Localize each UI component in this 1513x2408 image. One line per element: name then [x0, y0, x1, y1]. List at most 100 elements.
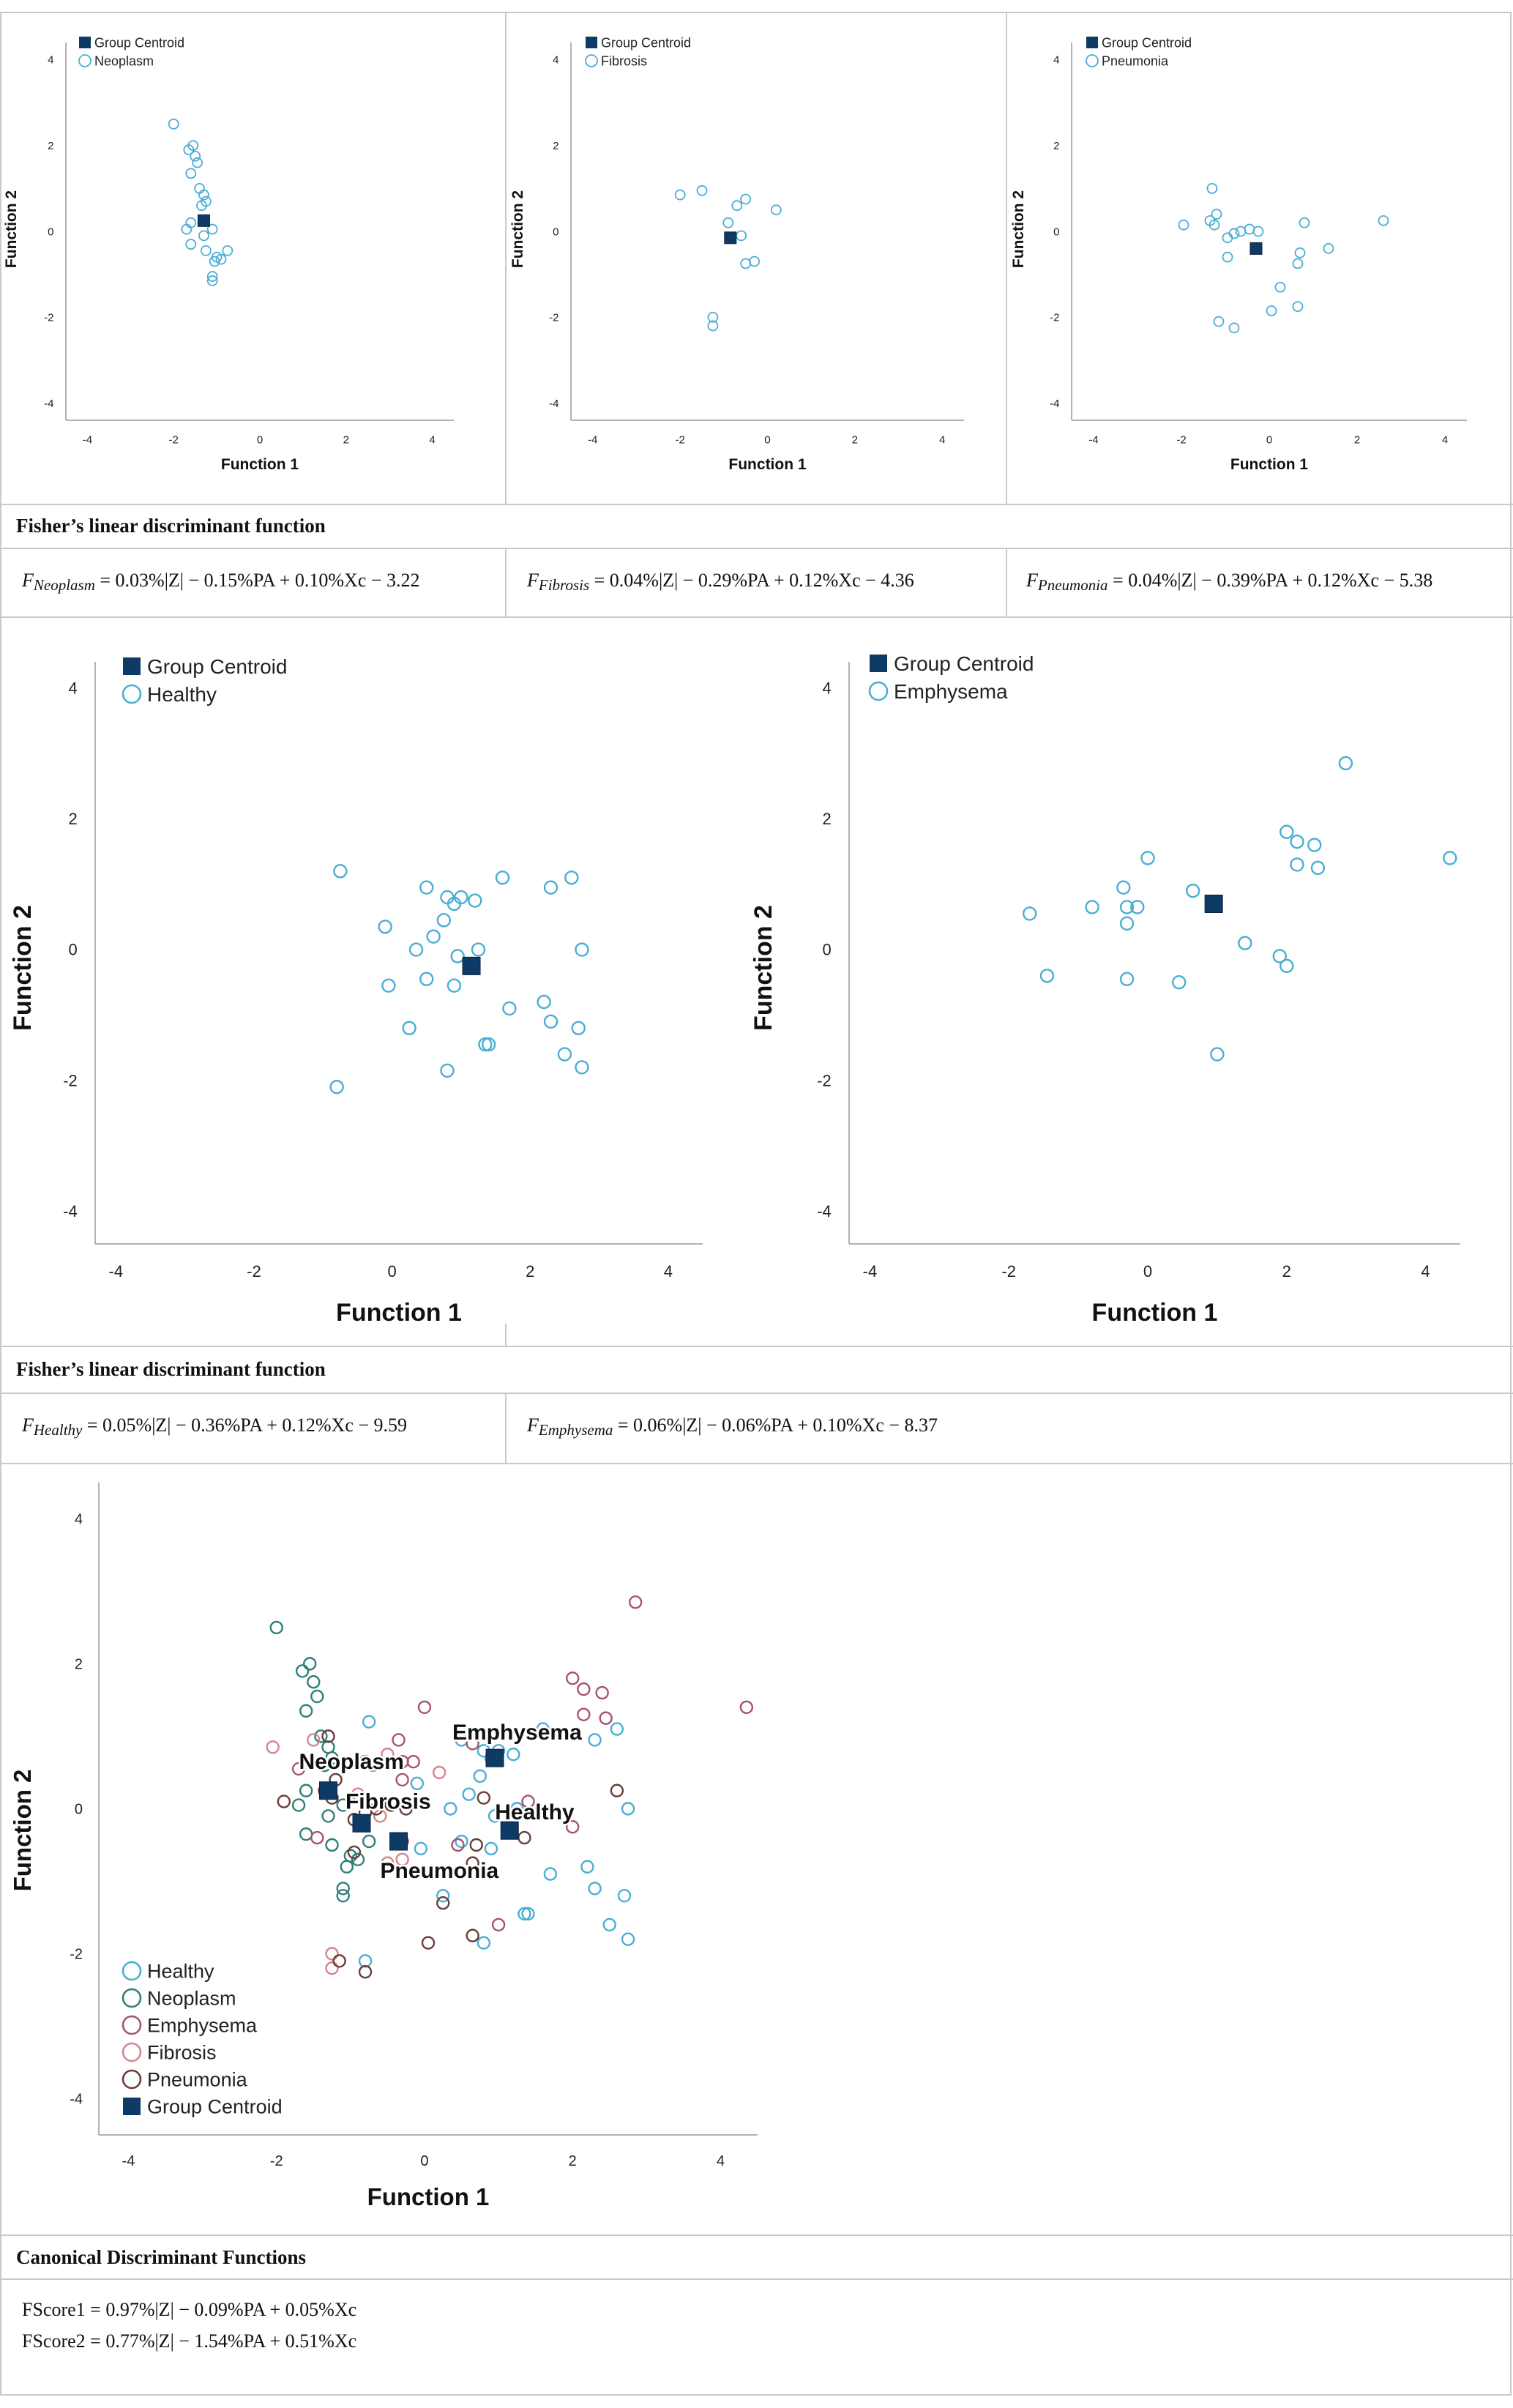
col-divider	[505, 1324, 507, 1346]
data-point-neoplasm	[299, 1704, 313, 1718]
y-tick-label: 4	[69, 679, 78, 697]
legend-swatch-group-centroid	[123, 2098, 141, 2115]
data-point-healthy	[462, 1787, 476, 1801]
legend-label-neoplasm: Neoplasm	[94, 53, 154, 68]
data-point-emphysema	[565, 1671, 580, 1685]
x-tick-label: 4	[1442, 434, 1448, 447]
data-point-neoplasm	[206, 223, 218, 235]
data-point-emphysema	[291, 1762, 306, 1776]
legend-label-group-centroid: Group Centroid	[94, 35, 184, 50]
data-point-healthy	[557, 1047, 572, 1062]
data-point-emphysema	[1023, 906, 1037, 921]
data-point-neoplasm	[303, 1657, 317, 1671]
data-point-fibrosis	[674, 189, 686, 201]
x-tick-label: -2	[270, 2153, 283, 2169]
data-point-fibrosis	[771, 204, 782, 216]
legend-swatch-neoplasm	[78, 54, 91, 67]
data-point-neoplasm	[336, 1798, 350, 1812]
data-point-pneumonia	[1244, 223, 1255, 235]
data-point-healthy	[502, 1001, 517, 1016]
y-axis-title: Function 2	[509, 190, 526, 268]
data-point-emphysema	[1279, 958, 1294, 974]
data-point-fibrosis	[707, 320, 719, 332]
data-point-emphysema	[1272, 949, 1287, 963]
row-divider	[0, 2278, 1513, 2280]
data-point-emphysema	[395, 1773, 409, 1787]
data-point-healthy	[447, 896, 462, 912]
chart-combined: -4 -2 0 2 4 -4 -2 0 2 4 Function 1 Function 2 Neopla…	[9, 1483, 758, 2210]
data-point-neoplasm	[336, 1882, 350, 1896]
data-point-neoplasm	[299, 1827, 313, 1841]
data-point-emphysema	[1085, 900, 1099, 914]
data-point-healthy	[378, 920, 392, 934]
data-point-neoplasm	[222, 245, 234, 256]
data-point-emphysema	[1185, 883, 1200, 898]
data-point-emphysema	[310, 1830, 324, 1845]
data-point-pneumonia	[1252, 225, 1264, 237]
legend-label-group-centroid: Group Centroid	[601, 35, 691, 50]
data-point-neoplasm	[351, 1852, 365, 1866]
data-point-pneumonia	[1228, 228, 1240, 239]
data-point-fibrosis	[266, 1740, 280, 1754]
data-point-emphysema	[1279, 824, 1294, 839]
data-point-neoplasm	[295, 1664, 310, 1678]
legend-label-emphysema: Emphysema	[894, 680, 1008, 703]
equation-fscore2: FScore2 = 0.77%|Z| − 1.54%PA + 0.51%Xc	[22, 2330, 357, 2352]
group-centroid-healthy	[462, 956, 481, 975]
data-point-neoplasm	[198, 230, 209, 242]
data-point-emphysema	[1116, 880, 1131, 895]
data-point-healthy	[588, 1733, 602, 1747]
data-point-emphysema	[1119, 916, 1135, 931]
data-point-healthy	[419, 880, 434, 895]
equation-fibrosis: FFibrosis = 0.04%|Z| − 0.29%PA + 0.12%Xc…	[527, 570, 914, 594]
centroid-label-healthy: Healthy	[495, 1800, 575, 1824]
x-tick-label: 2	[852, 434, 858, 447]
data-point-emphysema	[739, 1700, 754, 1715]
data-point-healthy	[381, 978, 396, 993]
equation-neoplasm: FNeoplasm = 0.03%|Z| − 0.15%PA + 0.10%Xc…	[22, 570, 420, 594]
data-point-healthy	[487, 1809, 502, 1823]
y-tick-label: 2	[823, 810, 832, 828]
x-tick-label: 0	[764, 434, 770, 447]
y-tick-label: 4	[48, 54, 53, 67]
data-point-fibrosis	[707, 311, 719, 323]
data-point-emphysema	[358, 1754, 373, 1769]
data-point-emphysema	[392, 1733, 406, 1747]
data-point-healthy	[518, 1906, 531, 1921]
data-point-emphysema	[406, 1754, 420, 1769]
data-point-healthy	[436, 913, 452, 928]
data-point-emphysema	[521, 1794, 535, 1808]
data-point-emphysema	[1290, 834, 1304, 849]
row-divider	[0, 504, 1513, 505]
data-point-healthy	[543, 1867, 558, 1881]
y-tick-label: -4	[44, 398, 53, 410]
data-point-healthy	[588, 1882, 602, 1896]
legend-swatch-group-centroid	[586, 37, 597, 48]
y-tick-label: -4	[1050, 398, 1059, 410]
data-point-pneumonia	[358, 1965, 373, 1979]
data-point-pneumonia	[518, 1830, 531, 1845]
figure-frame	[0, 12, 1512, 2396]
row-divider	[0, 2234, 1513, 2236]
legend-label-fibrosis: Fibrosis	[601, 53, 647, 68]
data-point-pneumonia	[1228, 322, 1240, 334]
data-point-pneumonia	[477, 1791, 491, 1805]
data-point-neoplasm	[200, 245, 212, 256]
data-point-healthy	[621, 1802, 635, 1816]
x-axis-title: Function 1	[728, 456, 806, 473]
data-point-emphysema	[1130, 900, 1145, 914]
data-point-neoplasm	[209, 256, 220, 267]
data-point-neoplasm	[192, 157, 203, 168]
group-centroid-emphysema	[485, 1748, 504, 1767]
y-tick-label: -4	[63, 1202, 78, 1220]
data-point-neoplasm	[206, 271, 218, 282]
x-tick-label: -4	[1088, 434, 1098, 447]
data-point-healthy	[414, 1841, 428, 1856]
legend-label-group-centroid: Group Centroid	[894, 652, 1034, 675]
data-point-healthy	[617, 1889, 632, 1903]
group-centroid-emphysema	[1204, 895, 1223, 914]
data-point-pneumonia	[1294, 247, 1306, 258]
data-point-healthy	[621, 1932, 635, 1946]
x-tick-label: 2	[526, 1262, 534, 1281]
data-point-pneumonia	[370, 1802, 384, 1816]
